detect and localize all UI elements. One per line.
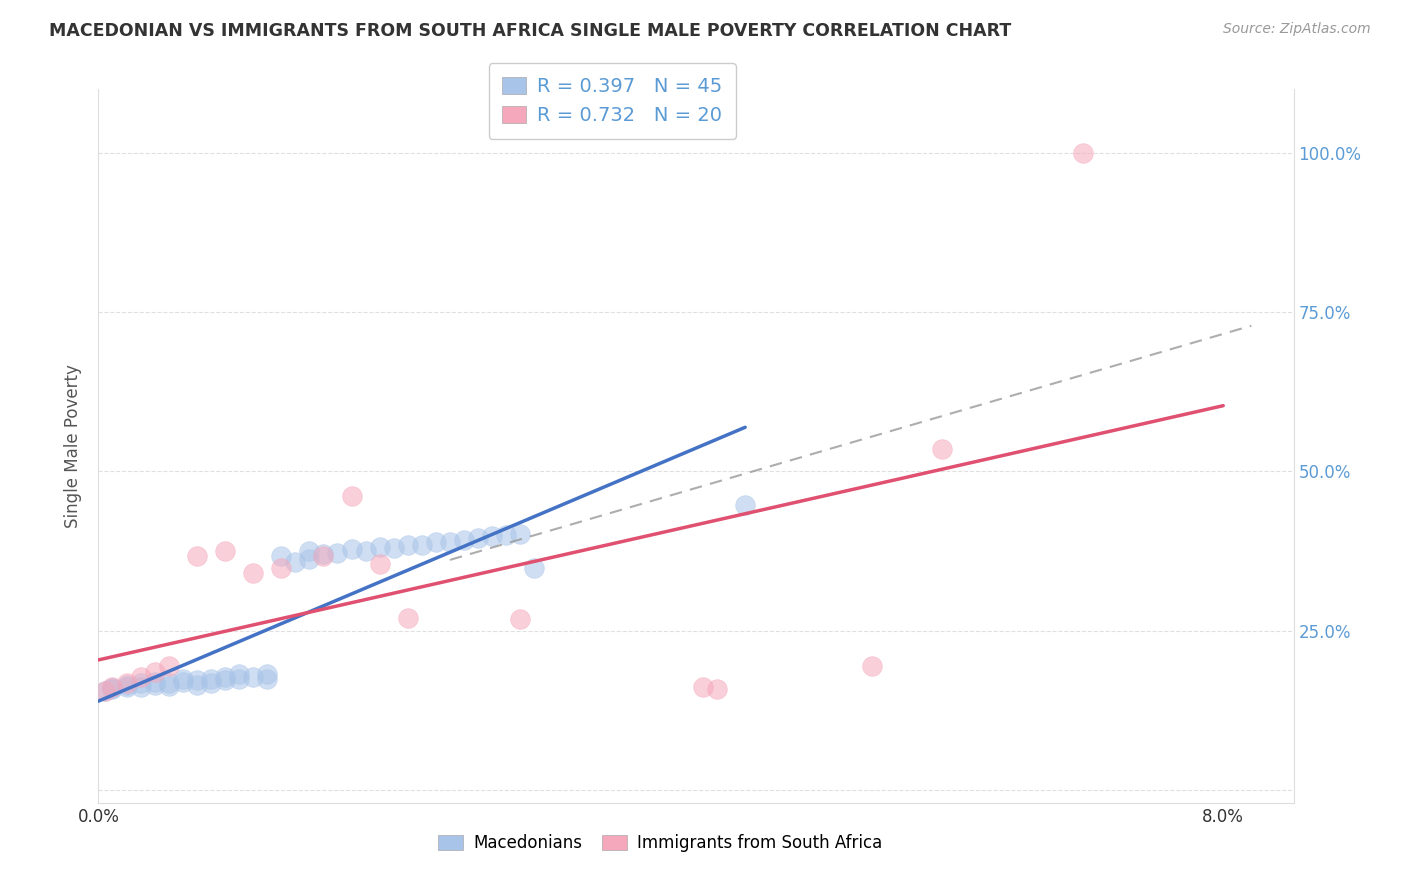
Point xyxy=(242,670,264,684)
Point xyxy=(509,612,531,626)
Point xyxy=(129,680,152,694)
Point xyxy=(860,658,883,673)
Point xyxy=(692,680,714,694)
Point xyxy=(129,670,152,684)
Point xyxy=(368,540,391,554)
Point xyxy=(256,672,278,686)
Point xyxy=(396,611,419,625)
Point xyxy=(481,529,503,543)
Point xyxy=(94,684,117,698)
Point xyxy=(284,555,307,569)
Point xyxy=(157,679,180,693)
Point xyxy=(157,658,180,673)
Text: Source: ZipAtlas.com: Source: ZipAtlas.com xyxy=(1223,22,1371,37)
Point xyxy=(312,547,335,561)
Point xyxy=(523,561,546,575)
Point xyxy=(200,672,222,686)
Point xyxy=(368,557,391,571)
Point xyxy=(256,667,278,681)
Point xyxy=(439,534,461,549)
Point xyxy=(242,566,264,581)
Point xyxy=(298,552,321,566)
Point xyxy=(143,665,166,680)
Point xyxy=(115,676,138,690)
Point xyxy=(354,544,377,558)
Point xyxy=(228,667,250,681)
Point xyxy=(931,442,953,457)
Point xyxy=(298,544,321,558)
Point xyxy=(157,676,180,690)
Point xyxy=(270,561,292,575)
Point xyxy=(396,538,419,552)
Point xyxy=(495,528,517,542)
Point xyxy=(101,682,124,697)
Point xyxy=(186,549,208,563)
Legend: Macedonians, Immigrants from South Africa: Macedonians, Immigrants from South Afric… xyxy=(432,828,889,859)
Point xyxy=(425,534,447,549)
Point xyxy=(734,498,756,512)
Point xyxy=(172,672,194,686)
Point xyxy=(101,681,124,695)
Point xyxy=(706,682,728,697)
Point xyxy=(509,527,531,541)
Point xyxy=(453,533,475,548)
Point xyxy=(382,541,405,555)
Point xyxy=(129,676,152,690)
Point xyxy=(186,673,208,688)
Point xyxy=(94,684,117,698)
Point xyxy=(172,674,194,689)
Point xyxy=(312,549,335,563)
Point xyxy=(214,673,236,688)
Point xyxy=(467,532,489,546)
Point xyxy=(214,544,236,558)
Point xyxy=(115,678,138,692)
Point xyxy=(340,489,363,503)
Point xyxy=(228,672,250,686)
Point xyxy=(340,542,363,557)
Point xyxy=(115,680,138,694)
Point xyxy=(411,538,433,552)
Point xyxy=(143,674,166,689)
Point xyxy=(1071,145,1094,160)
Point xyxy=(270,549,292,563)
Point xyxy=(200,676,222,690)
Text: MACEDONIAN VS IMMIGRANTS FROM SOUTH AFRICA SINGLE MALE POVERTY CORRELATION CHART: MACEDONIAN VS IMMIGRANTS FROM SOUTH AFRI… xyxy=(49,22,1011,40)
Point xyxy=(326,546,349,560)
Point xyxy=(143,678,166,692)
Point xyxy=(101,680,124,694)
Y-axis label: Single Male Poverty: Single Male Poverty xyxy=(65,364,83,528)
Point xyxy=(186,678,208,692)
Point xyxy=(214,670,236,684)
